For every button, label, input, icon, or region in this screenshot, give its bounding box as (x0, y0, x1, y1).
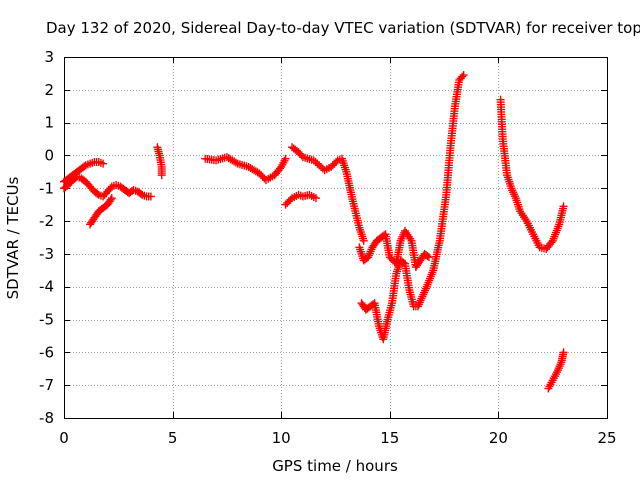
gridlines (64, 57, 607, 418)
data-point (281, 154, 290, 163)
series-seg8 (355, 226, 433, 272)
data-point (107, 194, 116, 203)
data-point (559, 348, 568, 357)
y-tick-label: -6 (39, 343, 54, 361)
data-point (106, 195, 115, 204)
series-seg7 (288, 143, 368, 245)
series-seg10 (496, 95, 568, 253)
x-tick-label: 10 (272, 429, 291, 447)
series-seg4 (153, 143, 166, 180)
data-point (458, 72, 467, 81)
series-seg1 (60, 158, 108, 186)
data-point (231, 158, 240, 167)
y-tick-label: -7 (39, 376, 54, 394)
data-point (359, 236, 368, 245)
series-seg11 (544, 348, 568, 393)
y-tick-label: -1 (39, 179, 54, 197)
data-point (93, 189, 102, 198)
y-tick-label: -2 (39, 212, 54, 230)
y-axis-label: SDTVAR / TECUs (4, 176, 22, 299)
series-seg3 (86, 194, 116, 229)
series-seg6 (281, 190, 320, 209)
axis-ticks: 0 5 10 15 20 25 -8 -7 -6 -5 -4 -3 -2 -1 0 1 2 3 (39, 48, 617, 447)
y-tick-label: 3 (44, 48, 54, 66)
y-tick-label: 2 (44, 81, 54, 99)
data-point (80, 162, 89, 171)
data-point (146, 192, 155, 201)
y-tick-label: 1 (44, 114, 54, 132)
data-point (424, 253, 433, 262)
y-tick-label: 0 (44, 146, 54, 164)
series-seg5 (201, 153, 290, 185)
data-point (136, 189, 145, 198)
y-tick-label: -5 (39, 311, 54, 329)
series-seg9 (357, 71, 468, 344)
data-point (157, 171, 166, 180)
x-tick-label: 5 (168, 429, 178, 447)
y-tick-label: -8 (39, 409, 54, 427)
x-tick-label: 0 (59, 429, 69, 447)
data-points (60, 71, 568, 393)
x-tick-label: 25 (597, 429, 616, 447)
chart-title: Day 132 of 2020, Sidereal Day-to-day VTE… (46, 19, 640, 37)
series-seg2 (60, 172, 155, 201)
y-tick-label: -4 (39, 278, 54, 296)
x-tick-label: 20 (489, 429, 508, 447)
data-point (459, 71, 468, 80)
y-tick-label: -3 (39, 245, 54, 263)
plot-frame (64, 57, 608, 419)
data-point (99, 159, 108, 168)
x-axis-label: GPS time / hours (272, 457, 398, 475)
data-point (423, 252, 432, 261)
data-point (311, 194, 320, 203)
data-point (399, 258, 408, 267)
x-tick-label: 15 (380, 429, 399, 447)
data-point (559, 202, 568, 211)
